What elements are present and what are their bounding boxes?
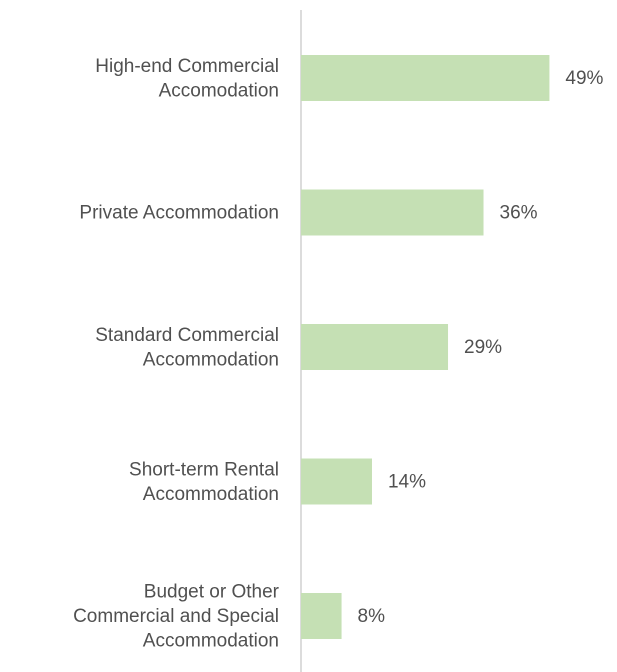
category-label: Accommodation	[143, 349, 279, 370]
category-label: Budget or Other	[144, 582, 280, 603]
bar	[301, 593, 342, 639]
value-label: 8%	[358, 606, 386, 627]
category-label: Short-term Rental	[129, 459, 279, 480]
category-label: Standard Commercial	[95, 325, 279, 346]
category-label: Accomodation	[159, 80, 279, 101]
category-label: High-end Commercial	[95, 56, 279, 77]
category-label: Private Accommodation	[79, 203, 279, 224]
value-label: 29%	[464, 337, 502, 358]
category-label: Commercial and Special	[73, 606, 279, 627]
bar	[301, 189, 484, 236]
value-label: 36%	[500, 203, 538, 224]
category-label: Accommodation	[143, 484, 279, 505]
bar	[301, 324, 449, 370]
category-label: Accommodation	[143, 631, 279, 652]
bar	[301, 55, 550, 101]
value-label: 49%	[565, 68, 603, 89]
value-label: 14%	[388, 472, 426, 493]
bar	[301, 458, 372, 505]
